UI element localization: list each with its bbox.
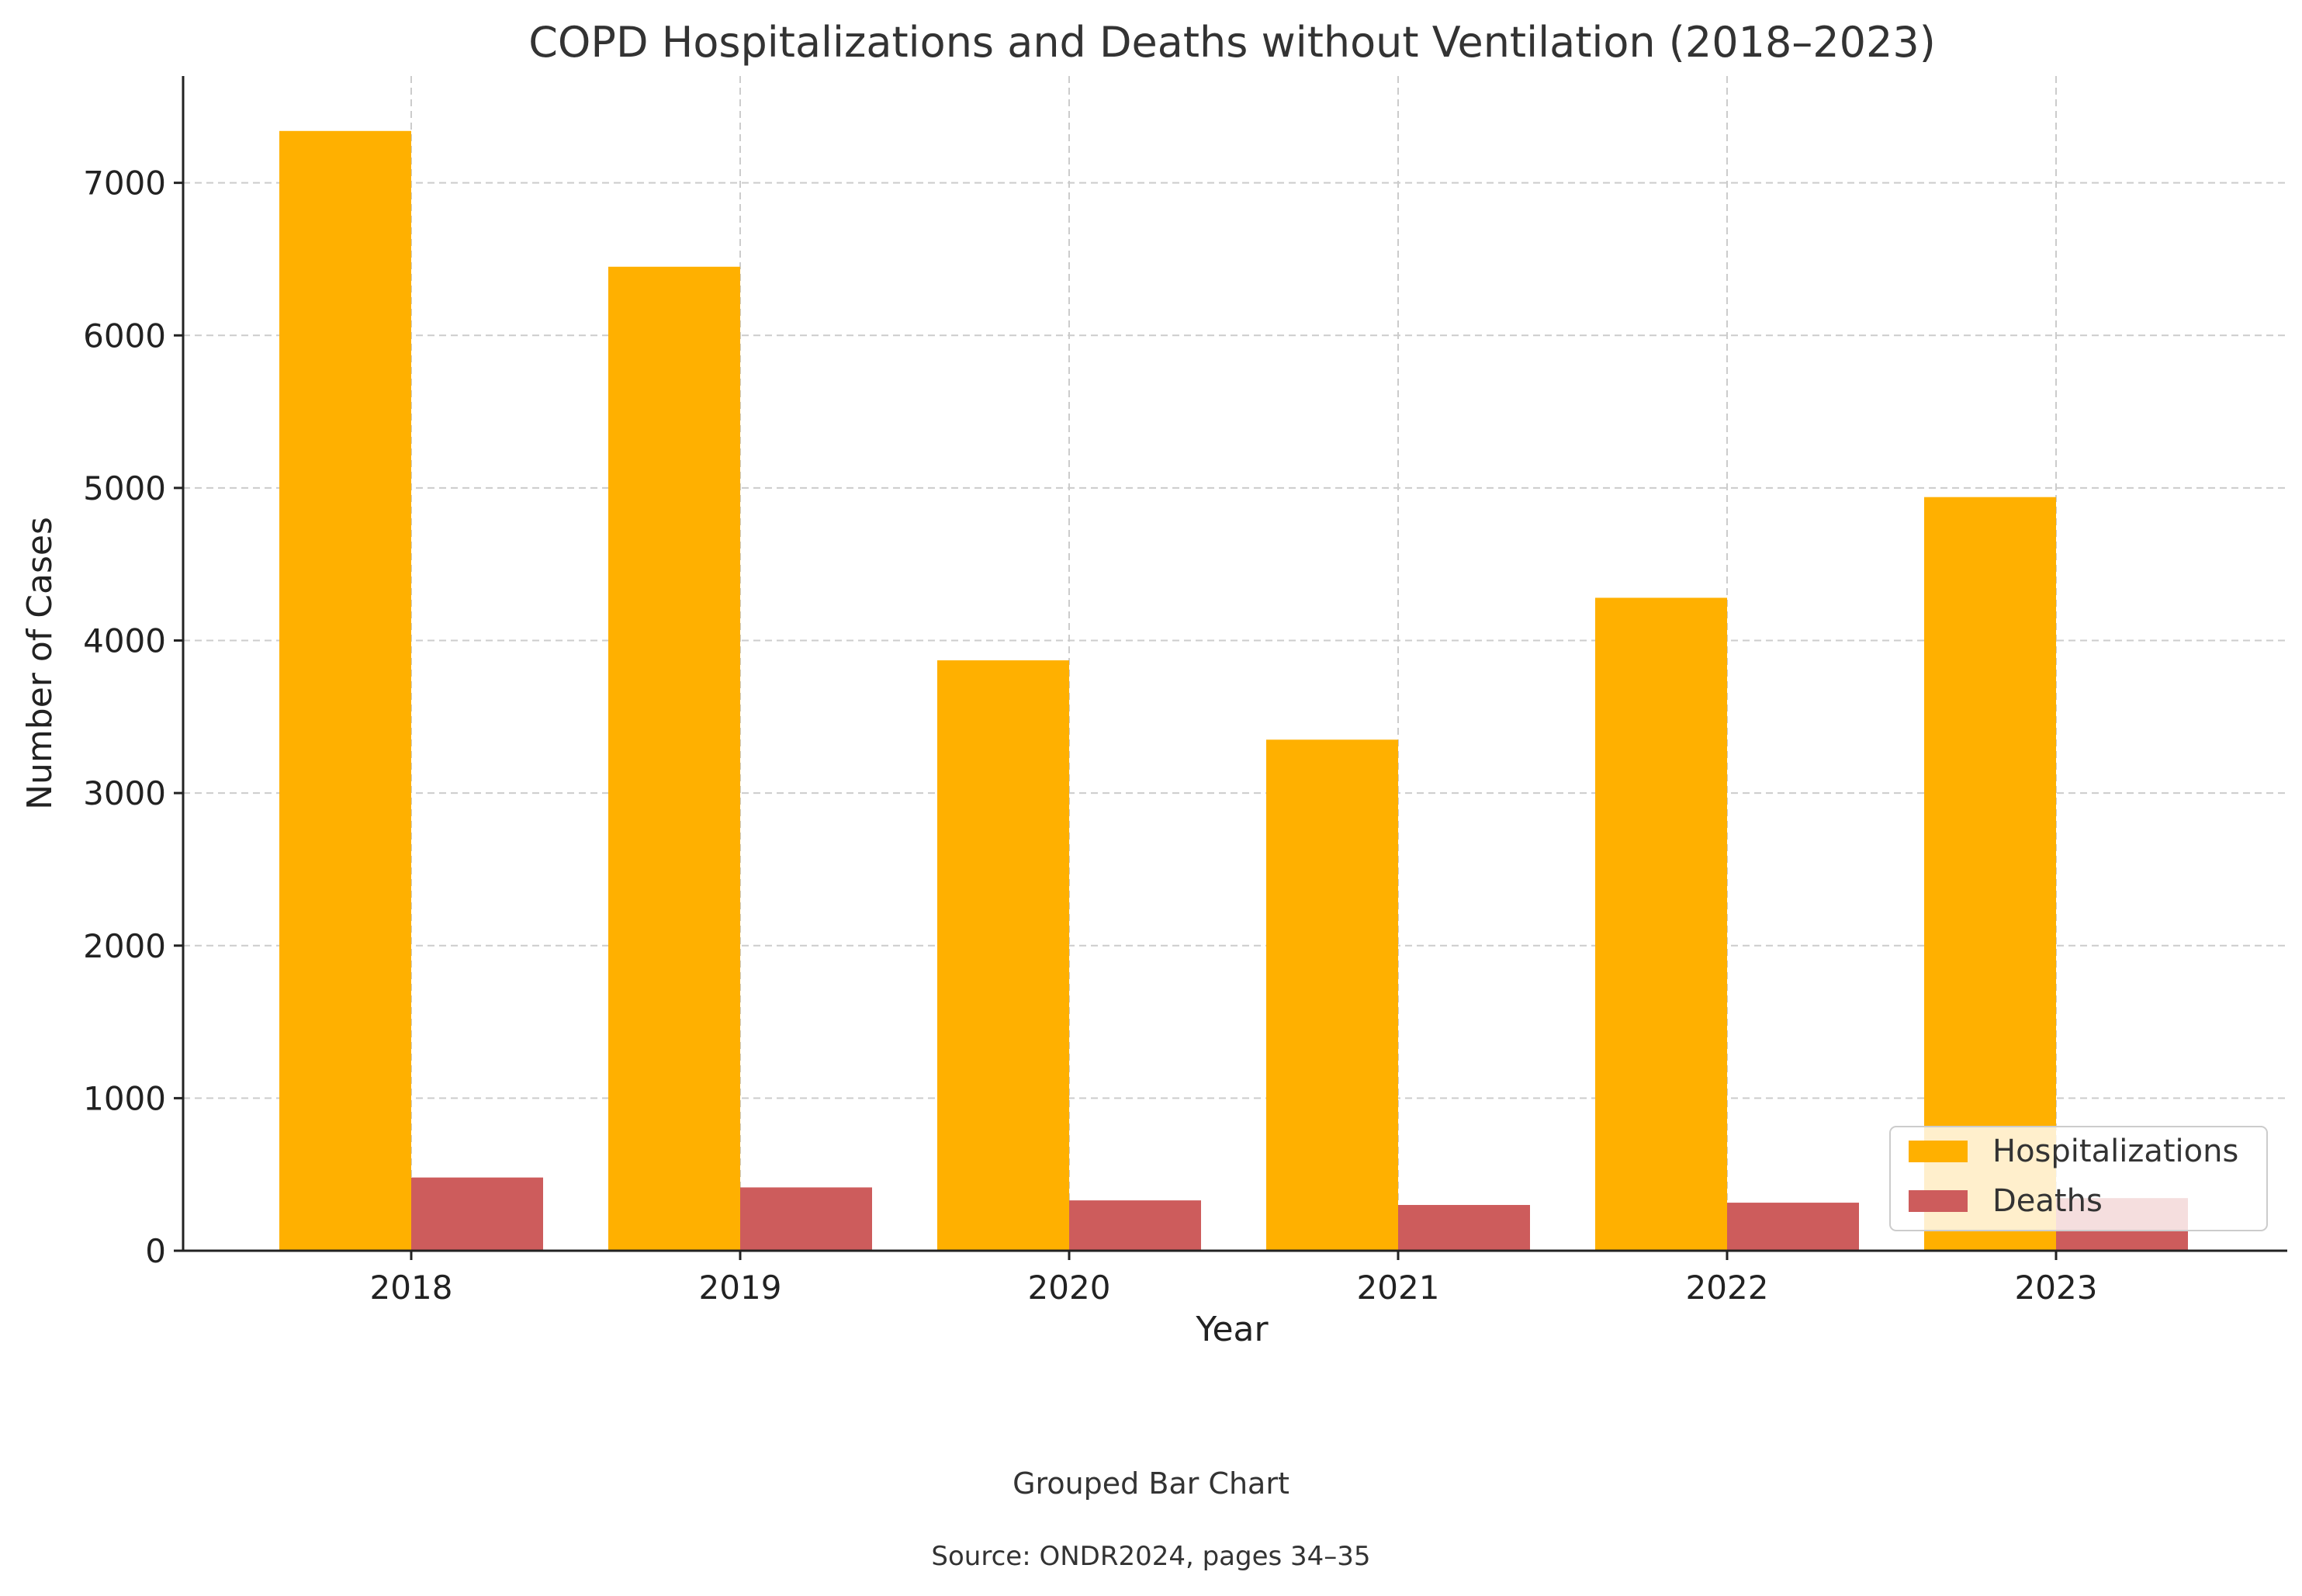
x-tick-label: 2020 [1028,1269,1111,1307]
x-tick-label: 2022 [1686,1269,1769,1307]
bar-deaths-2021 [1398,1205,1530,1251]
y-tick-label: 4000 [83,622,166,660]
bar-hospitalizations-2023 [1924,497,2056,1251]
x-tick-label: 2021 [1357,1269,1440,1307]
chart-title: COPD Hospitalizations and Deaths without… [528,18,1936,67]
bar-deaths-2019 [740,1187,872,1251]
axes [182,76,2287,1252]
chart-type-caption: Grouped Bar Chart [1013,1466,1289,1501]
y-tick-label: 5000 [83,469,166,507]
legend-label-deaths: Deaths [1992,1183,2103,1219]
x-tick-label: 2023 [2015,1269,2098,1307]
bar-hospitalizations-2018 [279,130,411,1251]
legend-box [1889,1126,2268,1231]
legend-label-hospitalizations: Hospitalizations [1992,1134,2238,1169]
y-ticks: 0 1000 2000 3000 4000 5000 6000 7000 [83,164,183,1270]
legend-swatch-hospitalizations [1909,1141,1968,1162]
y-tick-label: 0 [145,1232,166,1270]
source-caption: Source: ONDR2024, pages 34–35 [931,1541,1371,1572]
x-axis-label: Year [1195,1310,1269,1349]
y-tick-label: 2000 [83,927,166,965]
x-ticks: 2018 2019 2020 2021 2022 2023 [370,1251,2098,1307]
bar-deaths-2022 [1727,1203,1859,1251]
x-tick-label: 2018 [370,1269,453,1307]
bar-deaths-2018 [411,1177,543,1251]
y-tick-label: 6000 [83,317,166,355]
legend-swatch-deaths [1909,1190,1968,1212]
y-tick-label: 7000 [83,164,166,203]
bar-deaths-2020 [1069,1200,1201,1251]
legend: Hospitalizations Deaths [1889,1126,2268,1231]
x-tick-label: 2019 [699,1269,782,1307]
bars [279,130,2188,1251]
bar-hospitalizations-2020 [937,660,1069,1251]
bar-hospitalizations-2021 [1266,739,1398,1251]
y-tick-label: 1000 [83,1079,166,1117]
bar-hospitalizations-2019 [608,266,740,1251]
y-tick-label: 3000 [83,774,166,812]
bar-hospitalizations-2022 [1595,597,1727,1251]
y-axis-label: Number of Cases [20,517,60,810]
